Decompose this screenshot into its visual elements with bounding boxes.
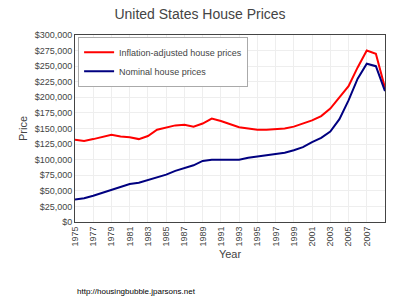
svg-text:$250,000: $250,000 — [35, 61, 73, 71]
svg-text:$150,000: $150,000 — [35, 124, 73, 134]
svg-text:1975: 1975 — [70, 227, 80, 247]
svg-text:$300,000: $300,000 — [35, 30, 73, 40]
svg-text:$0: $0 — [62, 217, 72, 227]
svg-text:$75,000: $75,000 — [40, 170, 73, 180]
svg-text:2005: 2005 — [343, 227, 353, 247]
svg-text:Price: Price — [17, 116, 29, 141]
svg-text:http://housingbubble.jparsons.: http://housingbubble.jparsons.net — [77, 287, 196, 296]
svg-text:United States House Prices: United States House Prices — [114, 6, 285, 22]
svg-text:$50,000: $50,000 — [40, 186, 73, 196]
svg-text:$25,000: $25,000 — [40, 202, 73, 212]
svg-text:$200,000: $200,000 — [35, 92, 73, 102]
svg-text:$175,000: $175,000 — [35, 108, 73, 118]
svg-text:Nominal house prices: Nominal house prices — [119, 67, 206, 77]
svg-text:1995: 1995 — [252, 227, 262, 247]
svg-text:1987: 1987 — [179, 227, 189, 247]
svg-text:1983: 1983 — [143, 227, 153, 247]
svg-text:1981: 1981 — [125, 227, 135, 247]
svg-text:2003: 2003 — [325, 227, 335, 247]
svg-text:Year: Year — [219, 248, 242, 260]
svg-text:2001: 2001 — [307, 227, 317, 247]
svg-text:1993: 1993 — [234, 227, 244, 247]
svg-text:1979: 1979 — [106, 227, 116, 247]
svg-text:1999: 1999 — [289, 227, 299, 247]
svg-text:$125,000: $125,000 — [35, 139, 73, 149]
svg-text:$225,000: $225,000 — [35, 77, 73, 87]
svg-text:Inflation-adjusted house price: Inflation-adjusted house prices — [119, 48, 242, 58]
svg-text:1997: 1997 — [271, 227, 281, 247]
svg-text:$275,000: $275,000 — [35, 46, 73, 56]
svg-text:1989: 1989 — [198, 227, 208, 247]
svg-text:1991: 1991 — [216, 227, 226, 247]
svg-text:$100,000: $100,000 — [35, 155, 73, 165]
svg-text:1977: 1977 — [88, 227, 98, 247]
svg-text:2007: 2007 — [362, 227, 372, 247]
svg-text:1985: 1985 — [161, 227, 171, 247]
